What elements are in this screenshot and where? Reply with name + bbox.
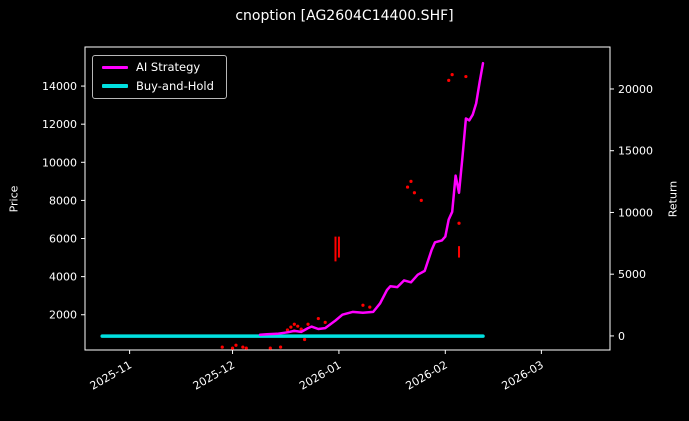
x-tick-label: 2026-01 bbox=[297, 358, 343, 392]
y-tick-label-left: 14000 bbox=[42, 80, 77, 93]
y-tick-label-left: 10000 bbox=[42, 156, 77, 169]
legend-swatch-ai-strategy bbox=[102, 66, 128, 70]
y-tick-label-right: 15000 bbox=[618, 145, 653, 158]
scatter-point bbox=[306, 322, 310, 326]
y-tick-label-right: 5000 bbox=[618, 268, 646, 281]
page-title: cnoption [AG2604C14400.SHF] bbox=[235, 8, 454, 24]
legend-label-buy-and-hold: Buy-and-Hold bbox=[136, 78, 214, 93]
legend-label-ai-strategy: AI Strategy bbox=[136, 60, 201, 74]
y-tick-label-left: 4000 bbox=[49, 271, 77, 284]
x-tick-label: 2025-11 bbox=[88, 358, 134, 392]
scatter-point bbox=[412, 191, 417, 195]
x-tick-label: 2026-02 bbox=[403, 358, 449, 392]
scatter-point bbox=[234, 343, 238, 347]
scatter-point bbox=[296, 324, 300, 328]
y-tick-label-left: 8000 bbox=[49, 194, 77, 207]
x-tick-label: 2026-03 bbox=[500, 358, 546, 392]
scatter-point bbox=[292, 322, 296, 326]
series-line-ai-strategy bbox=[258, 61, 485, 337]
scatter-point bbox=[303, 337, 307, 342]
scatter-point bbox=[447, 78, 451, 82]
scatter-point bbox=[299, 327, 303, 331]
scatter-point bbox=[419, 198, 423, 203]
y-axis-label-left: Price bbox=[7, 185, 21, 213]
scatter-point bbox=[268, 346, 272, 350]
legend-entry-buy-and-hold: Buy-and-Hold bbox=[102, 78, 214, 93]
scatter-point bbox=[361, 303, 365, 307]
scatter-point bbox=[244, 346, 248, 350]
scatter-point bbox=[220, 345, 224, 349]
scatter-point bbox=[409, 179, 413, 183]
scatter-point bbox=[323, 320, 327, 324]
plot-frame bbox=[84, 46, 611, 351]
legend-swatch-buy-and-hold bbox=[102, 84, 128, 89]
y-tick-label-right: 20000 bbox=[618, 83, 653, 96]
scatter-point bbox=[230, 346, 235, 350]
scatter-point bbox=[368, 305, 372, 309]
scatter-point bbox=[289, 325, 293, 329]
y-tick-label-left: 6000 bbox=[49, 233, 77, 246]
scatter-point bbox=[457, 221, 461, 225]
x-tick-label: 2025-12 bbox=[191, 358, 237, 392]
y-tick-label-right: 10000 bbox=[618, 206, 653, 219]
scatter-point bbox=[285, 328, 290, 332]
legend-entry-ai-strategy: AI Strategy bbox=[102, 60, 214, 74]
scatter-point bbox=[316, 316, 320, 321]
scatter-point bbox=[464, 74, 468, 79]
y-tick-label-left: 12000 bbox=[42, 118, 77, 131]
y-axis-label-right: Return bbox=[666, 180, 680, 218]
legend: AI Strategy Buy-and-Hold bbox=[92, 55, 227, 99]
scatter-point bbox=[278, 345, 283, 349]
scatter-point bbox=[450, 73, 454, 77]
scatter-point bbox=[405, 185, 410, 189]
y-tick-label-right: 0 bbox=[618, 330, 625, 343]
y-tick-label-left: 2000 bbox=[49, 309, 77, 322]
scatter-point bbox=[241, 345, 245, 349]
